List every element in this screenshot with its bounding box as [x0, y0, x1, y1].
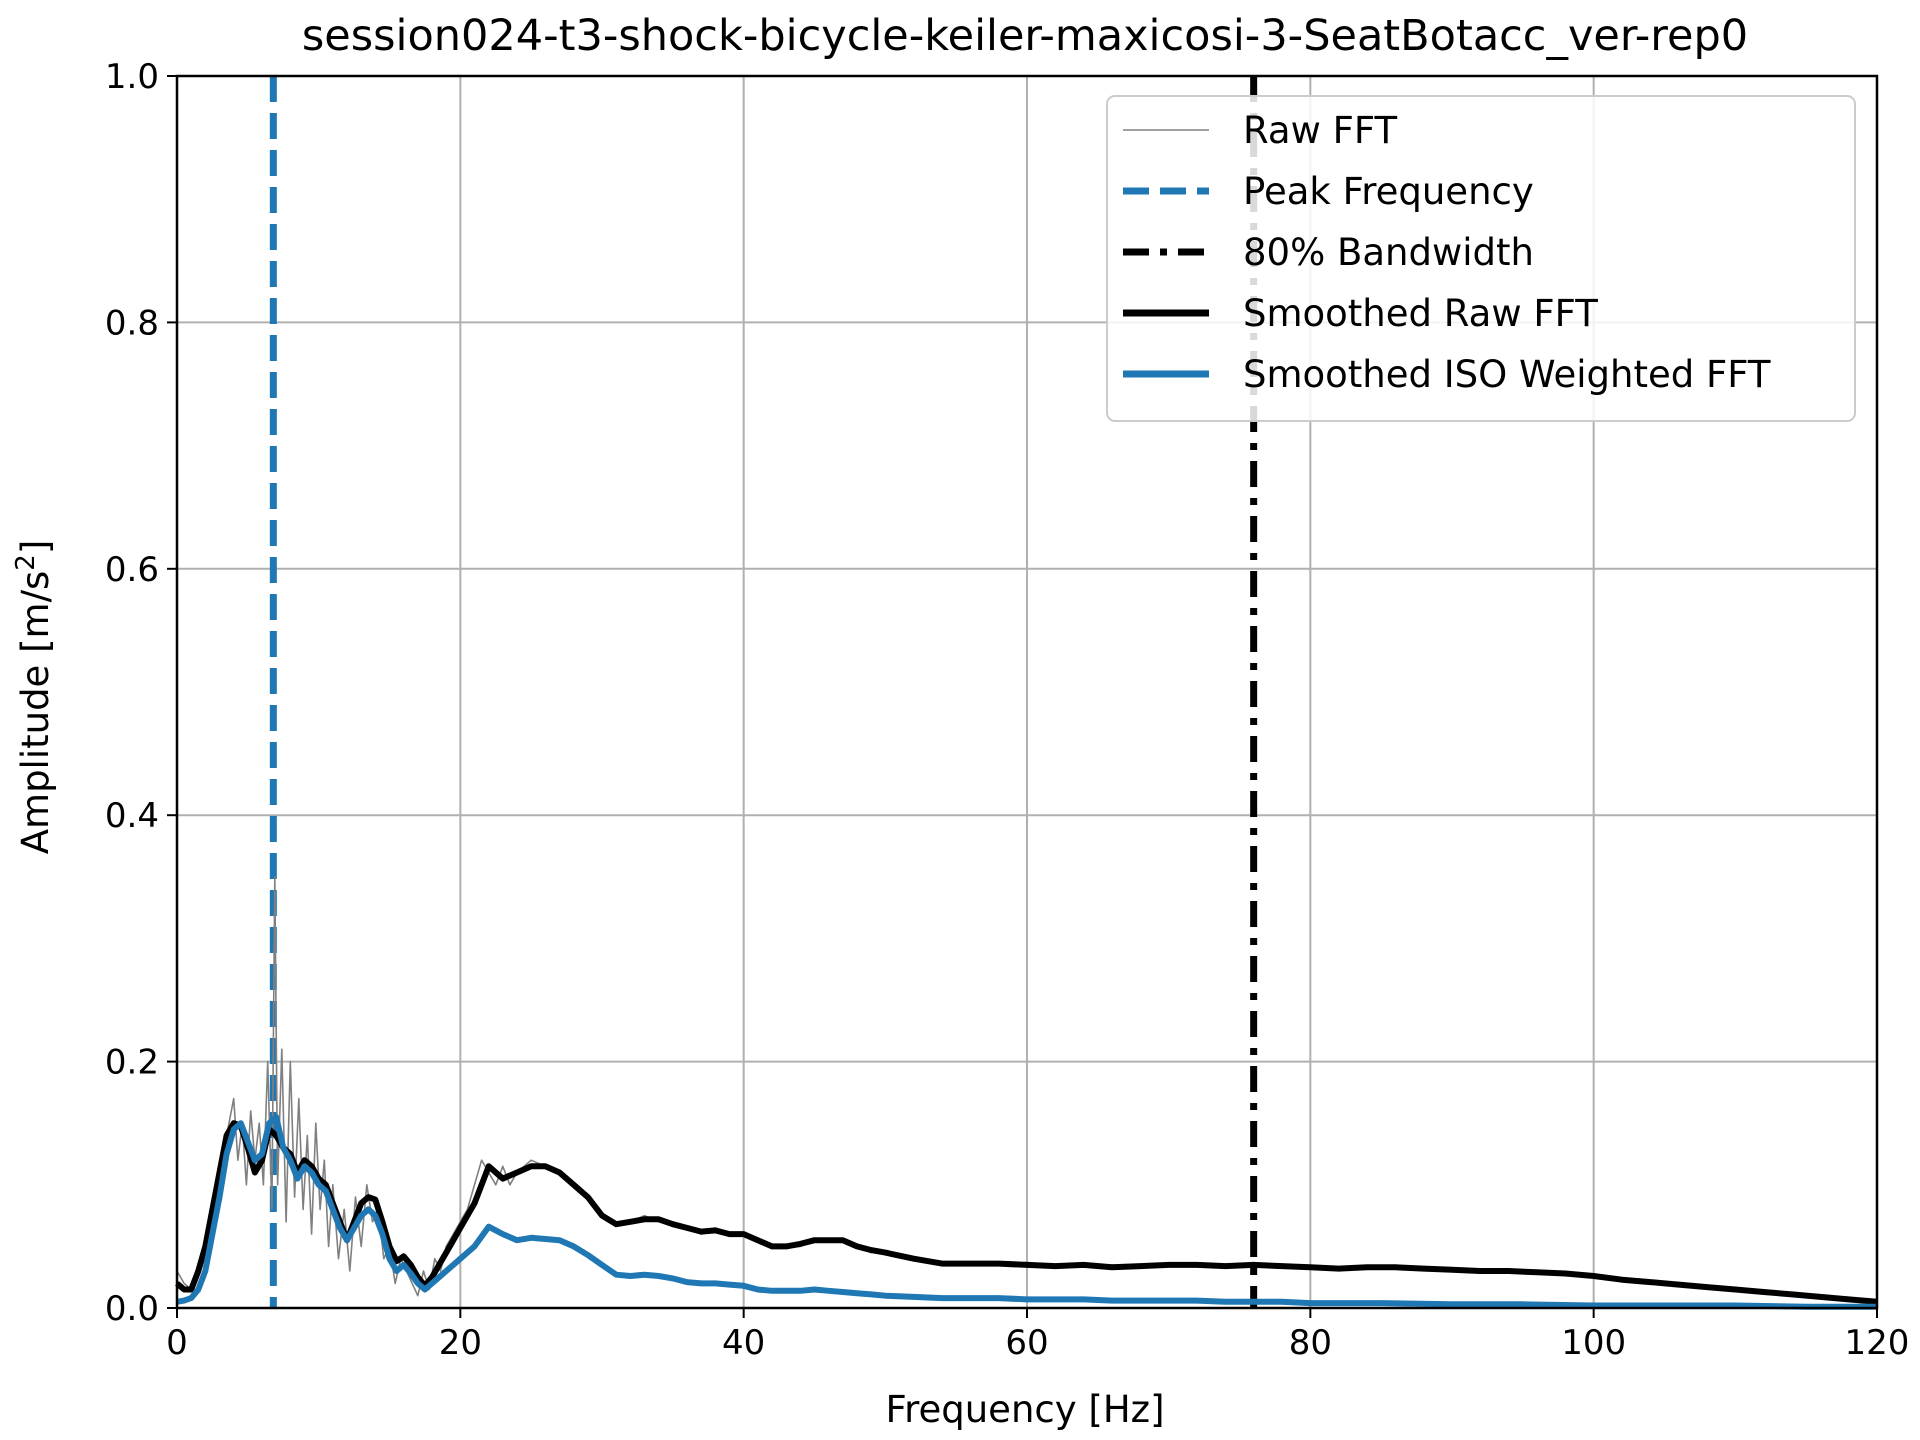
y-axis-label: Amplitude [m/s2]: [11, 540, 57, 855]
chart-title: session024-t3-shock-bicycle-keiler-maxic…: [302, 11, 1748, 61]
y-axis-label-superscript: 2: [11, 554, 41, 571]
x-tick-label: 40: [722, 1323, 765, 1363]
series-layer: [175, 875, 1878, 1310]
y-tick-label: 0.8: [105, 303, 159, 343]
smoothed-raw-fft-line: [175, 1120, 1878, 1305]
x-axis-label: Frequency [Hz]: [885, 1388, 1164, 1431]
smoothed-iso-weighted-fft-line: [176, 1114, 1877, 1310]
x-tick-label: 80: [1289, 1323, 1332, 1363]
x-tick-label: 20: [439, 1323, 482, 1363]
y-axis-label-end: ]: [14, 540, 57, 554]
y-tick-label: 1.0: [105, 57, 159, 97]
y-axis-label-main: Amplitude [m/s: [14, 571, 57, 855]
y-tick-label: 0.2: [105, 1043, 159, 1083]
x-tick-label: 100: [1561, 1323, 1626, 1363]
x-tick-label: 120: [1845, 1323, 1910, 1363]
legend-label: Smoothed Raw FFT: [1243, 292, 1598, 335]
y-tick-label: 0.6: [105, 550, 159, 590]
x-tick-label: 60: [1005, 1323, 1048, 1363]
legend-label: Peak Frequency: [1243, 170, 1534, 213]
legend-box: [1106, 95, 1856, 422]
legend-label: Smoothed ISO Weighted FFT: [1243, 353, 1771, 396]
y-tick-label: 0.0: [105, 1289, 159, 1329]
x-tick-label: 0: [166, 1323, 188, 1363]
tick-layer: 0 20 40 60 80 100 120 0.0 0.2 0.4 0.6 0.8 1.0: [105, 57, 1910, 1363]
y-tick-label: 0.4: [105, 796, 159, 836]
legend-label: Raw FFT: [1243, 109, 1398, 152]
legend: Raw FFT Peak Frequency 80% Bandwidth Smooth…: [1106, 95, 1856, 422]
legend-label: 80% Bandwidth: [1243, 231, 1534, 274]
